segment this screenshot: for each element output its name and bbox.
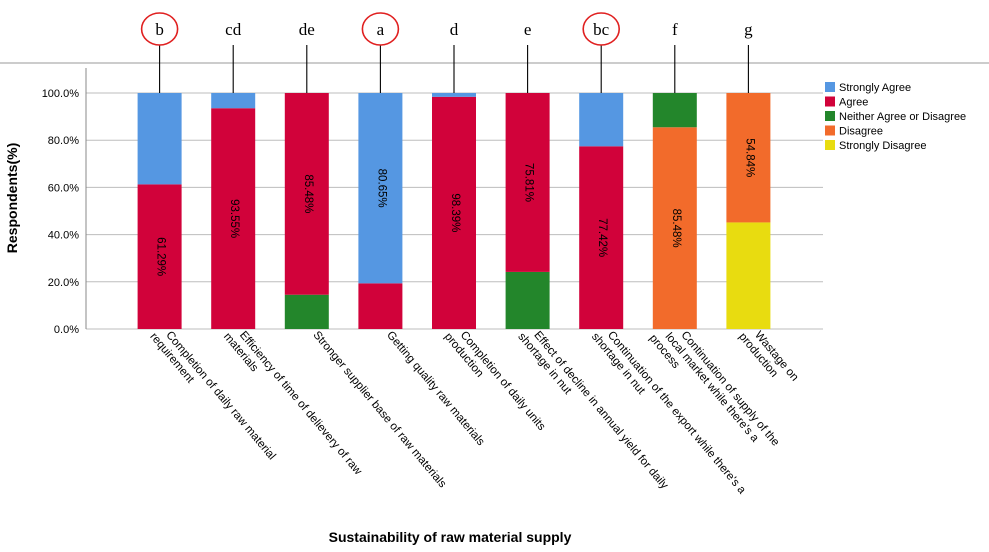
data-label: 85.48% xyxy=(670,209,682,248)
legend-label: Disagree xyxy=(839,126,883,138)
bar-segment xyxy=(211,93,256,109)
y-tick-label: 100.0% xyxy=(42,88,80,100)
group-letter: e xyxy=(524,20,532,39)
legend-label: Neither Agree or Disagree xyxy=(839,111,966,123)
y-tick-label: 0.0% xyxy=(54,324,79,336)
bar-segment xyxy=(579,146,624,329)
legend-label: Agree xyxy=(839,97,868,109)
legend-swatch xyxy=(825,96,835,107)
legend-label: Strongly Agree xyxy=(839,82,911,94)
bar-segment xyxy=(137,93,182,185)
group-letters: b cd de a d e bc f g xyxy=(140,12,753,93)
y-tick-label: 60.0% xyxy=(48,182,79,194)
legend-swatch xyxy=(825,82,835,92)
legend-swatch xyxy=(825,140,835,150)
bar-segment xyxy=(432,96,476,330)
letter-circle xyxy=(582,12,621,46)
group-letter: g xyxy=(744,20,753,39)
bar-segment xyxy=(137,184,182,329)
data-label: 80.65% xyxy=(375,169,387,208)
letter-circle xyxy=(140,12,179,46)
bar-segment xyxy=(358,283,403,329)
legend-swatch xyxy=(825,111,835,121)
group-letter: de xyxy=(299,20,315,39)
legend-swatch xyxy=(825,125,835,136)
bar-segment xyxy=(284,93,329,295)
y-tick-label: 40.0% xyxy=(48,230,79,242)
group-letter: b xyxy=(155,20,164,39)
bar-segment xyxy=(652,93,697,128)
bar-segment xyxy=(505,93,550,272)
data-label: 77.42% xyxy=(596,218,608,257)
legend: Strongly Agree Agree Neither Agree or Disa… xyxy=(825,82,966,152)
y-tick-label: 20.0% xyxy=(48,277,79,289)
y-tick-label: 80.0% xyxy=(48,135,79,147)
bar-segment xyxy=(652,127,697,329)
legend-label: Strongly Disagree xyxy=(839,140,926,152)
data-label: 54.84% xyxy=(743,138,755,177)
data-label: 75.81% xyxy=(523,163,535,202)
group-letter: d xyxy=(450,20,459,39)
data-label: 93.55% xyxy=(228,199,240,238)
bar-segment xyxy=(579,93,624,147)
data-label: 98.39% xyxy=(449,193,461,232)
bar-segment xyxy=(358,93,403,284)
bar-segment xyxy=(726,93,771,223)
group-letter: f xyxy=(672,20,678,39)
x-axis-title: Sustainability of raw material supply xyxy=(329,529,572,545)
group-letter: cd xyxy=(225,20,242,39)
bar-segment xyxy=(284,294,329,329)
bar-segment xyxy=(726,222,771,329)
data-label: 85.48% xyxy=(302,174,314,213)
data-labels: 61.29% 93.55% 85.48% 80.65% 98.39% 75.81% 77.4… xyxy=(155,138,756,276)
group-letter: a xyxy=(377,20,385,39)
bar-segment xyxy=(432,93,476,97)
bar-segments xyxy=(137,93,771,330)
y-tick-labels: 0.0% 20.0% 40.0% 60.0% 80.0% 100.0% xyxy=(42,88,80,336)
letter-circle xyxy=(361,12,400,46)
group-letter: bc xyxy=(593,20,610,39)
data-label: 61.29% xyxy=(155,237,167,276)
bar-segment xyxy=(211,108,256,329)
bar-segment xyxy=(505,271,550,329)
y-axis-title: Respondents(%) xyxy=(4,143,20,253)
